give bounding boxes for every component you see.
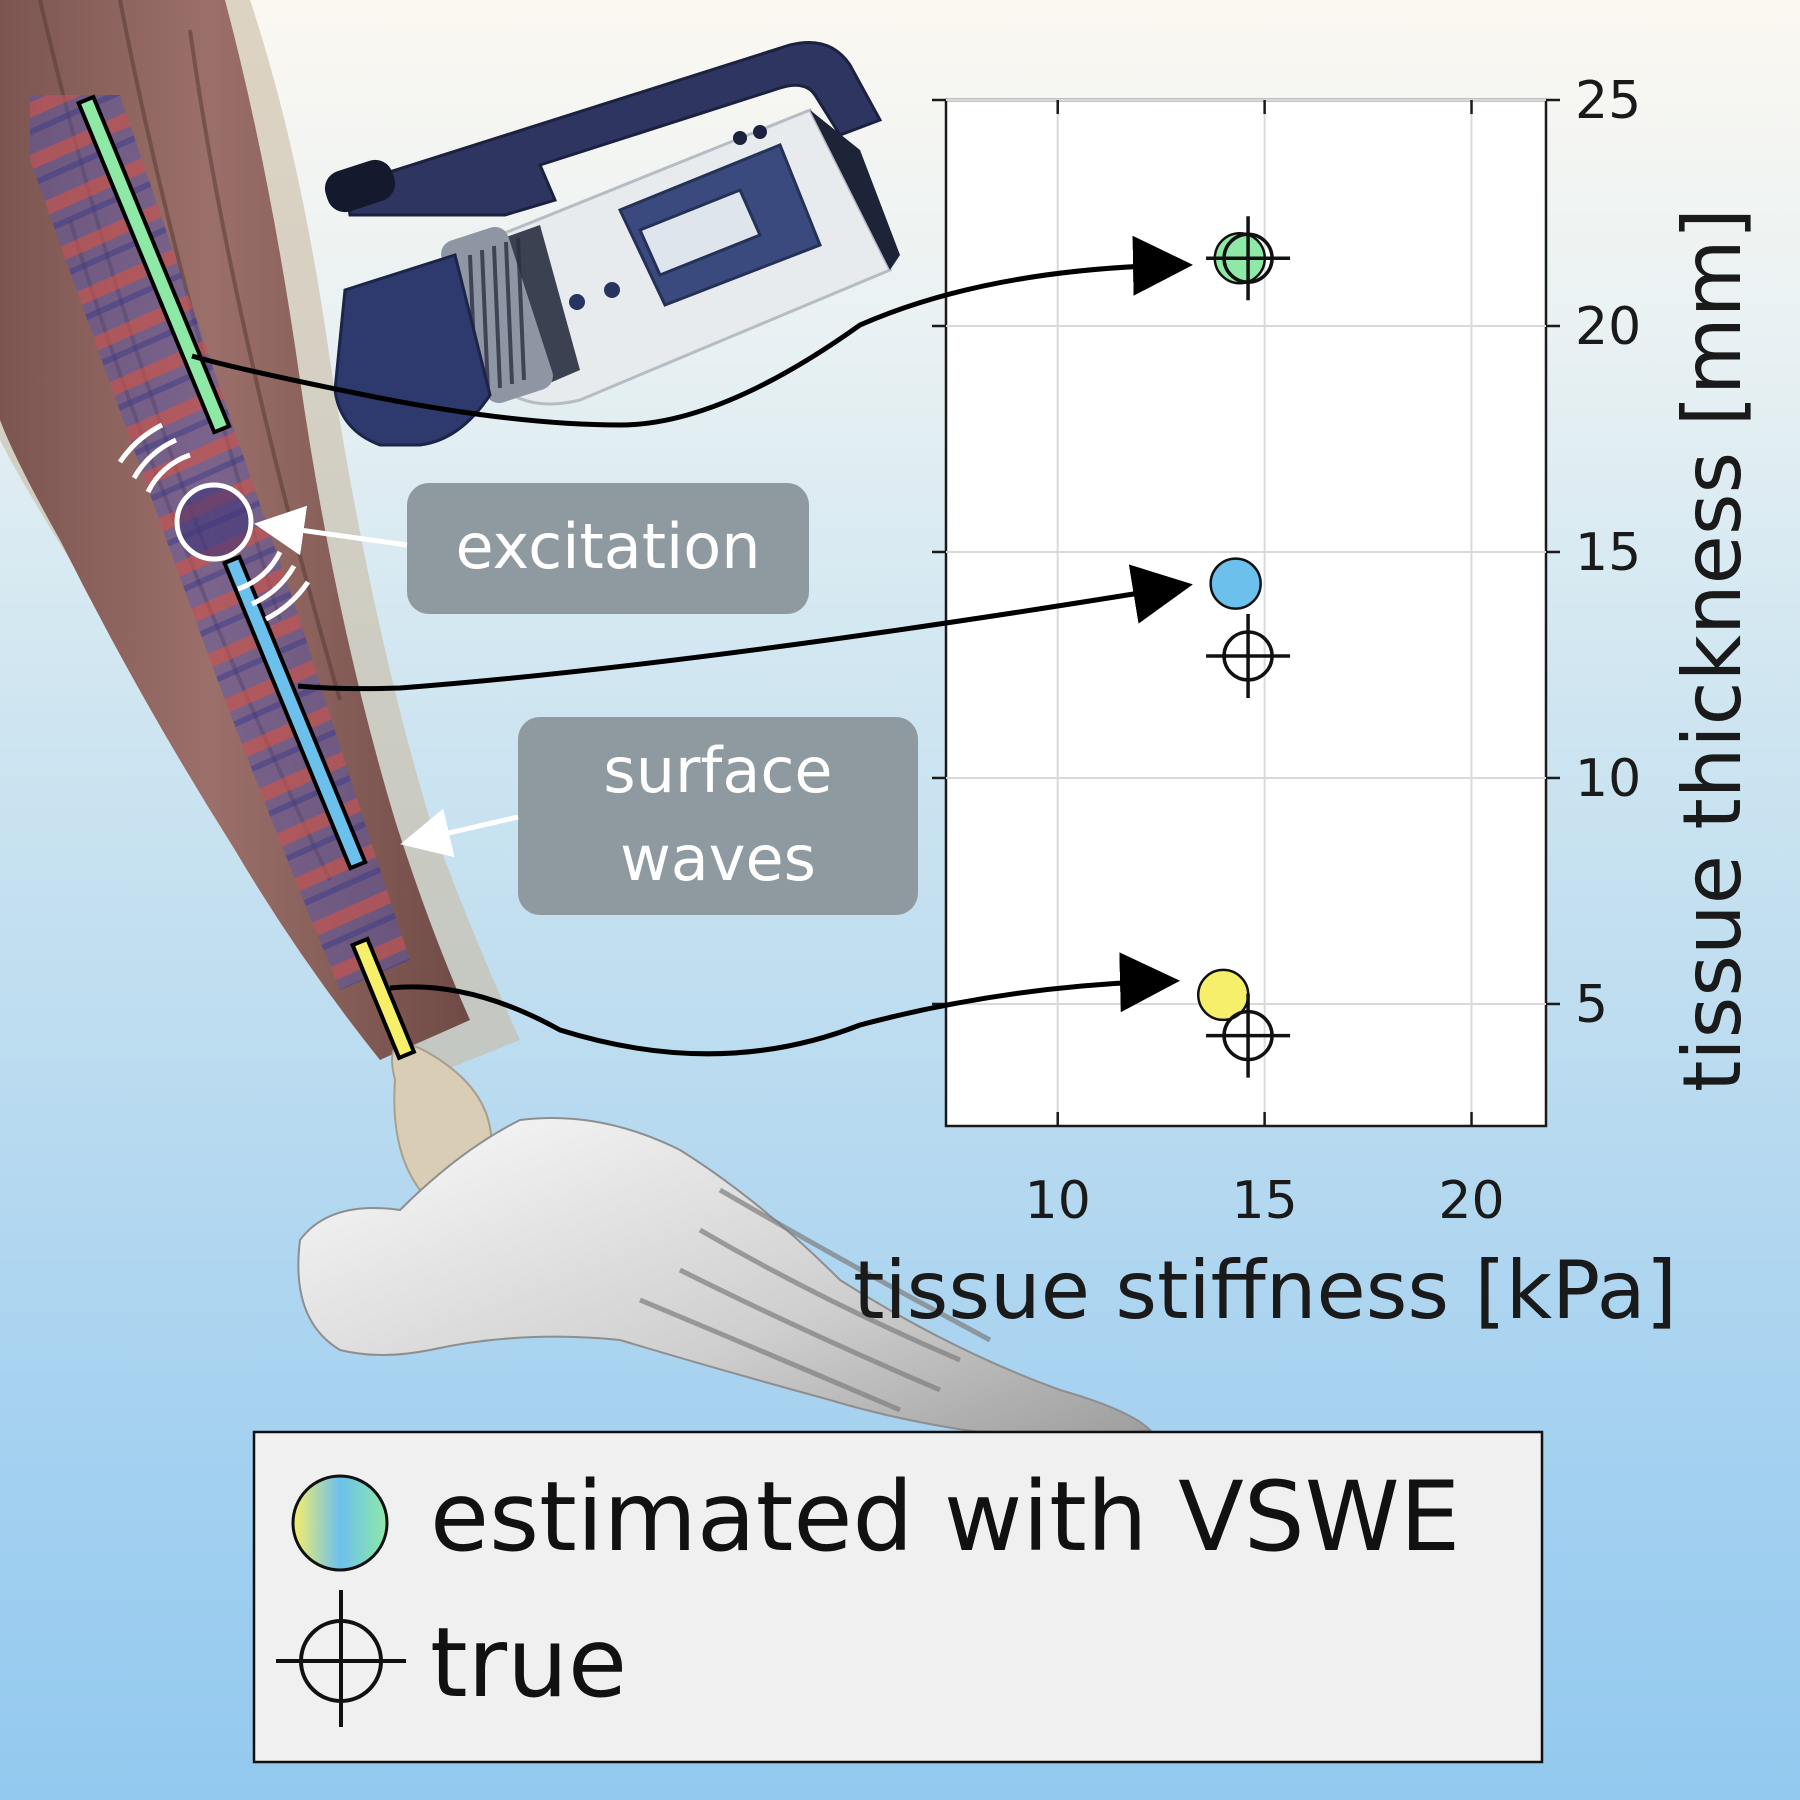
stiffness-thickness-chart: 10 15 20 5 10 15 20 25 tissue stiffness [kPa] t… [853,71,1759,1337]
y-tick-label: 15 [1575,523,1641,583]
true-point-crosshair [1206,216,1291,301]
chart-grid [946,99,1546,1126]
y-tick-label: 10 [1575,749,1641,809]
surface-waves-pointer-arrow [400,808,519,858]
y-axis-title: tissue thickness [mm] [1666,208,1759,1092]
segment-upper [75,94,232,435]
y-tick-label: 25 [1575,71,1641,131]
excitation-callout: excitation [407,483,809,614]
true-point-crosshair [1206,613,1291,698]
legend: estimated with VSWE true [252,1430,1544,1764]
x-tick-label: 10 [1025,1171,1091,1231]
connector-arrows [191,235,1193,1057]
surface-waves-label-line2: waves [620,822,816,895]
x-tick-label: 15 [1232,1171,1298,1231]
legend-estimated-label: estimated with VSWE [430,1461,1460,1573]
crosshair-icon [276,1590,406,1727]
y-tick-label: 20 [1575,297,1641,357]
surface-waves-label-line1: surface [603,734,832,807]
x-axis-title: tissue stiffness [kPa] [853,1244,1677,1337]
true-point-crosshair [1206,993,1291,1078]
excitation-wave-icon [117,422,311,622]
connector-arrow-lower [389,952,1180,1057]
chart-points [1196,216,1291,1078]
estimated-point [1209,557,1262,610]
connector-arrow-middle [297,564,1193,692]
x-tick-label: 20 [1438,1171,1504,1231]
chart-ticks: 10 15 20 5 10 15 20 25 [932,71,1641,1231]
excitation-label: excitation [455,510,760,583]
segment-middle [221,554,368,871]
surface-waves-callout: surface waves [518,717,918,915]
legend-estimated-marker [291,1474,389,1572]
toe-bones [639,1187,992,1413]
foot-skeleton [297,1117,1153,1442]
y-tick-label: 5 [1575,975,1608,1035]
segment-lower [349,936,417,1061]
video-camera-icon [324,41,900,447]
connector-arrow-upper [191,235,1193,428]
legend-box [252,1430,1544,1764]
measurement-segments [75,94,417,1061]
excitation-pointer-arrow [254,505,408,556]
legend-true-label: true [430,1607,627,1719]
